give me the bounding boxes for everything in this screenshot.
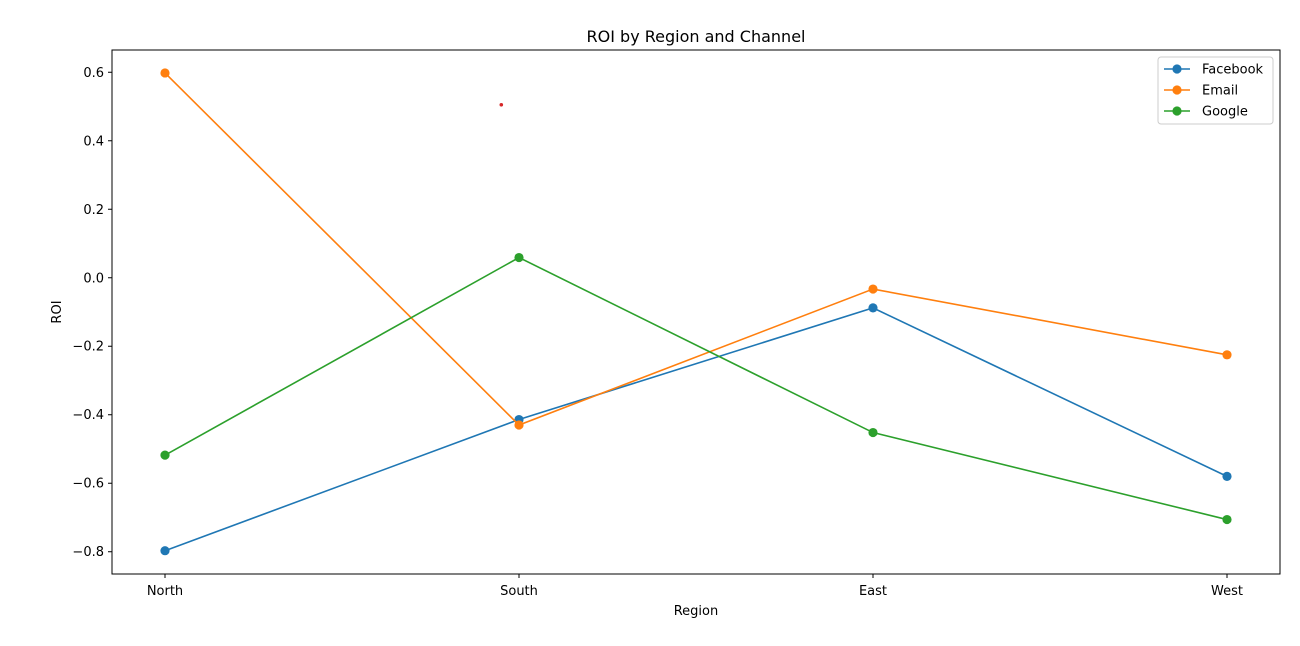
series-line-email [164, 72, 1228, 426]
y-tick-label: 0.0 [83, 271, 104, 286]
x-axis-ticks: North South East West [147, 574, 1243, 599]
annotation-point [499, 102, 504, 107]
series-layer [160, 68, 1232, 556]
point-email-south [514, 420, 524, 430]
y-tick-label: −0.2 [72, 340, 104, 355]
legend-marker-facebook [1172, 64, 1182, 74]
legend: Facebook Email Google [1157, 56, 1274, 125]
point-google-east [868, 427, 878, 438]
chart-title: ROI by Region and Channel [587, 27, 806, 46]
legend-label-facebook: Facebook [1202, 63, 1264, 78]
point-email-north [160, 68, 170, 78]
series-line-facebook [164, 307, 1228, 552]
point-google-south [514, 252, 524, 263]
point-email-west [1222, 350, 1232, 360]
point-facebook-north [160, 546, 170, 556]
y-axis-label: ROI [50, 300, 65, 323]
y-tick-label: 0.2 [83, 203, 104, 218]
x-axis-label: Region [674, 604, 719, 619]
x-tick-label: East [859, 584, 887, 599]
y-tick-label: 0.4 [83, 134, 104, 149]
y-tick-label: −0.8 [72, 545, 104, 560]
legend-marker-email [1172, 85, 1182, 95]
y-tick-label: −0.4 [72, 408, 104, 423]
x-tick-label: West [1211, 584, 1243, 599]
y-tick-label: −0.6 [72, 477, 104, 492]
legend-marker-google [1172, 106, 1182, 116]
legend-label-email: Email [1202, 84, 1238, 99]
point-facebook-west [1222, 471, 1232, 481]
point-google-west [1222, 514, 1232, 525]
point-google-north [160, 450, 170, 460]
legend-box [1157, 56, 1274, 125]
series-line-google [164, 256, 1228, 521]
y-tick-label: 0.6 [83, 66, 104, 81]
y-axis-ticks: −0.8 −0.6 −0.4 −0.2 0.0 0.2 0.4 0.6 [72, 66, 112, 560]
point-facebook-east [868, 303, 878, 313]
x-tick-label: North [147, 584, 183, 599]
point-email-east [868, 284, 878, 294]
x-tick-label: South [500, 584, 538, 599]
legend-label-google: Google [1202, 105, 1248, 120]
plot-frame [111, 49, 1281, 575]
